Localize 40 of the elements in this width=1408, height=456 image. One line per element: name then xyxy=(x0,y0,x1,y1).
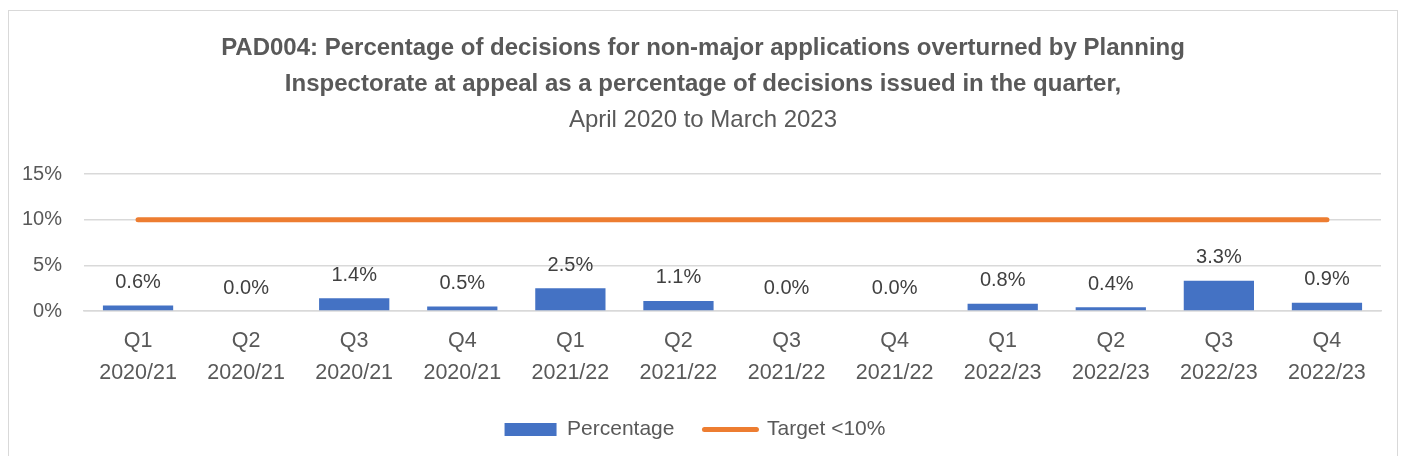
data-label: 0.8% xyxy=(979,268,1026,291)
x-tick-label: Q1 2021/22 xyxy=(531,328,610,385)
data-label: 0.0% xyxy=(223,275,270,298)
x-tick-label: Q2 2020/21 xyxy=(207,328,285,385)
data-label: 3.3% xyxy=(1196,245,1242,268)
x-tick-label: Q3 2020/21 xyxy=(315,328,394,385)
data-label: 0.6% xyxy=(115,270,162,293)
bar xyxy=(643,300,714,311)
bar xyxy=(535,288,606,311)
data-label: 0.9% xyxy=(1304,267,1350,290)
data-label: 1.1% xyxy=(655,265,702,288)
y-tick-label: 10% xyxy=(21,207,63,230)
x-tick-label: Q4 2021/22 xyxy=(855,328,934,385)
bar xyxy=(319,298,390,311)
x-tick-label: Q1 2022/23 xyxy=(963,328,1042,385)
x-tick-label: Q1 2020/21 xyxy=(99,328,177,385)
data-label: 0.5% xyxy=(439,270,486,293)
x-tick-label: Q3 2022/23 xyxy=(1180,328,1258,385)
data-label: 0.0% xyxy=(871,275,918,298)
x-tick-label: Q2 2022/23 xyxy=(1071,328,1150,385)
data-label: 0.0% xyxy=(763,275,810,298)
bar xyxy=(1075,307,1146,311)
x-tick-label: Q4 2020/21 xyxy=(423,328,502,385)
bar xyxy=(427,306,498,311)
x-tick-label: Q3 2021/22 xyxy=(747,328,826,385)
legend-label: Target <10% xyxy=(766,416,886,440)
bar xyxy=(967,303,1038,311)
y-tick-label: 5% xyxy=(33,252,63,275)
y-tick-label: 15% xyxy=(21,161,63,184)
bar xyxy=(1291,302,1363,311)
bar xyxy=(1183,280,1254,311)
chart-subtitle: April 2020 to March 2023 xyxy=(568,104,838,134)
x-tick-label: Q2 2021/22 xyxy=(639,328,718,385)
x-tick-label: Q4 2022/23 xyxy=(1288,328,1366,385)
chart-title: PAD004: Percentage of decisions for non-major applications overturned by Planning Inspectorate at appeal as a percentage of decisions issued in the quarter, xyxy=(220,32,1186,98)
data-label: 1.4% xyxy=(331,262,378,285)
y-tick-label: 0% xyxy=(33,298,63,321)
data-label: 2.5% xyxy=(547,252,594,275)
data-label: 0.4% xyxy=(1087,271,1134,294)
legend-label: Percentage xyxy=(567,416,675,440)
